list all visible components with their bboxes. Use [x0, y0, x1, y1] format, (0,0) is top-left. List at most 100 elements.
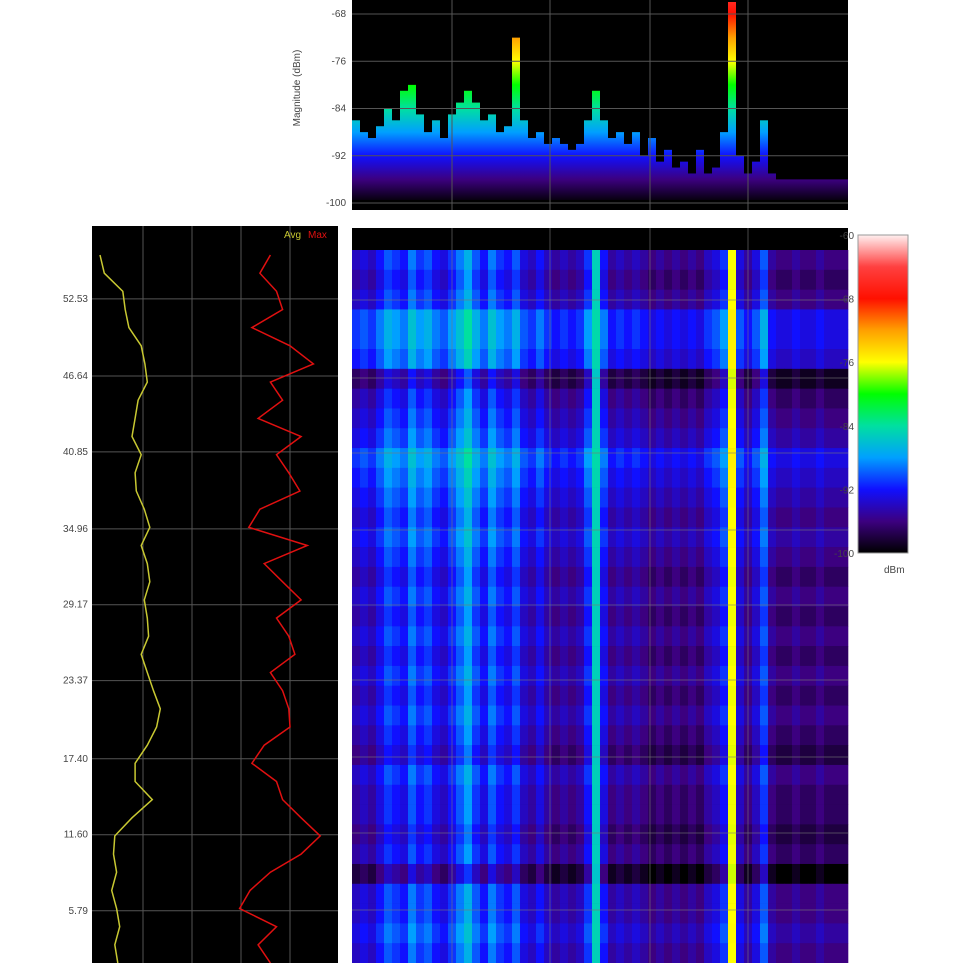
heatmap-cell [680, 250, 689, 271]
heatmap-cell [640, 665, 649, 687]
heatmap-cell [504, 428, 513, 449]
heatmap-cell [816, 626, 825, 647]
heatmap-cell [432, 745, 441, 766]
heatmap-cell [648, 844, 657, 865]
heatmap-cell [600, 883, 609, 904]
heatmap-cell [728, 626, 737, 647]
heatmap-cell [656, 467, 665, 488]
heatmap-cell [640, 309, 649, 330]
heatmap-cell [800, 626, 809, 647]
heatmap-cell [576, 269, 585, 290]
heatmap-cell [496, 883, 505, 904]
heatmap-cell [368, 547, 377, 568]
heatmap-cell [552, 547, 561, 568]
heatmap-cell [464, 606, 473, 627]
heatmap-cell [800, 725, 809, 746]
heatmap-cell [616, 467, 625, 488]
heatmap-cell [600, 487, 609, 508]
heatmap-cell [400, 606, 409, 627]
heatmap-cell [776, 507, 785, 528]
heatmap-cell [664, 547, 673, 568]
heatmap-cell [520, 428, 529, 449]
heatmap-cell [640, 764, 649, 786]
heatmap-cell [808, 764, 817, 786]
heatmap-cell [624, 804, 633, 825]
heatmap-cell [376, 685, 385, 706]
heatmap-cell [752, 448, 761, 469]
heatmap-cell [400, 428, 409, 449]
heatmap-cell [536, 626, 545, 647]
heatmap-cell [552, 646, 561, 667]
heatmap-cell [736, 923, 745, 944]
heatmap-cell [824, 844, 833, 865]
heatmap-cell [816, 527, 825, 548]
spectrum-bar [808, 179, 816, 201]
heatmap-cell [464, 547, 473, 568]
heatmap-cell [832, 863, 841, 885]
heatmap-cell [648, 883, 657, 904]
heatmap-cell [792, 943, 801, 963]
heatmap-cell [768, 606, 777, 627]
heatmap-cell [568, 725, 577, 746]
heatmap-cell [400, 349, 409, 370]
heatmap-cell [800, 329, 809, 350]
heatmap-cell [560, 467, 569, 488]
heatmap-cell [584, 665, 593, 687]
heatmap-cell [624, 784, 633, 805]
heatmap-cell [832, 685, 841, 706]
heatmap-cell [800, 566, 809, 587]
heatmap-cell [392, 784, 401, 805]
heatmap-cell [368, 883, 377, 904]
heatmap-cell [776, 685, 785, 706]
heatmap-cell [792, 606, 801, 627]
heatmap-cell [792, 824, 801, 845]
heatmap-cell [664, 448, 673, 469]
heatmap-cell [672, 705, 681, 726]
heatmap-cell [688, 606, 697, 627]
heatmap-cell [480, 329, 489, 350]
heatmap-cell [472, 527, 481, 548]
heatmap-cell [544, 844, 553, 865]
heatmap-cell [456, 943, 465, 963]
heatmap-cell [352, 844, 361, 865]
heatmap-cell [616, 408, 625, 429]
heatmap-cell [384, 725, 393, 746]
heatmap-cell [680, 725, 689, 746]
heatmap-cell [488, 368, 497, 389]
heatmap-cell [824, 923, 833, 944]
heatmap-cell [768, 487, 777, 508]
heatmap-cell [496, 646, 505, 667]
heatmap-cell [576, 507, 585, 528]
heatmap-cell [656, 547, 665, 568]
heatmap-cell [504, 764, 513, 786]
heatmap-cell [656, 685, 665, 706]
heatmap-cell [832, 507, 841, 528]
heatmap-cell [760, 408, 769, 429]
heatmap-cell [792, 883, 801, 904]
heatmap-cell [720, 408, 729, 429]
heatmap-cell [784, 923, 793, 944]
heatmap-cell [704, 507, 713, 528]
heatmap-cell [568, 784, 577, 805]
heatmap-cell [616, 507, 625, 528]
heatmap-cell [768, 764, 777, 786]
heatmap-cell [440, 705, 449, 726]
heatmap-cell [640, 626, 649, 647]
heatmap-cell [432, 487, 441, 508]
heatmap-cell [608, 547, 617, 568]
heatmap-cell [464, 883, 473, 904]
heatmap-cell [840, 269, 849, 290]
heatmap-cell [584, 329, 593, 350]
heatmap-cell [648, 705, 657, 726]
heatmap-cell [608, 804, 617, 825]
heatmap-cell [440, 764, 449, 786]
heatmap-cell [824, 547, 833, 568]
waterfall-heatmap [352, 250, 849, 963]
heatmap-cell [816, 586, 825, 607]
heatmap-cell [464, 349, 473, 370]
heatmap-cell [752, 745, 761, 766]
heatmap-cell [688, 349, 697, 370]
heatmap-cell [832, 448, 841, 469]
heatmap-cell [840, 527, 849, 548]
heatmap-cell [816, 824, 825, 845]
